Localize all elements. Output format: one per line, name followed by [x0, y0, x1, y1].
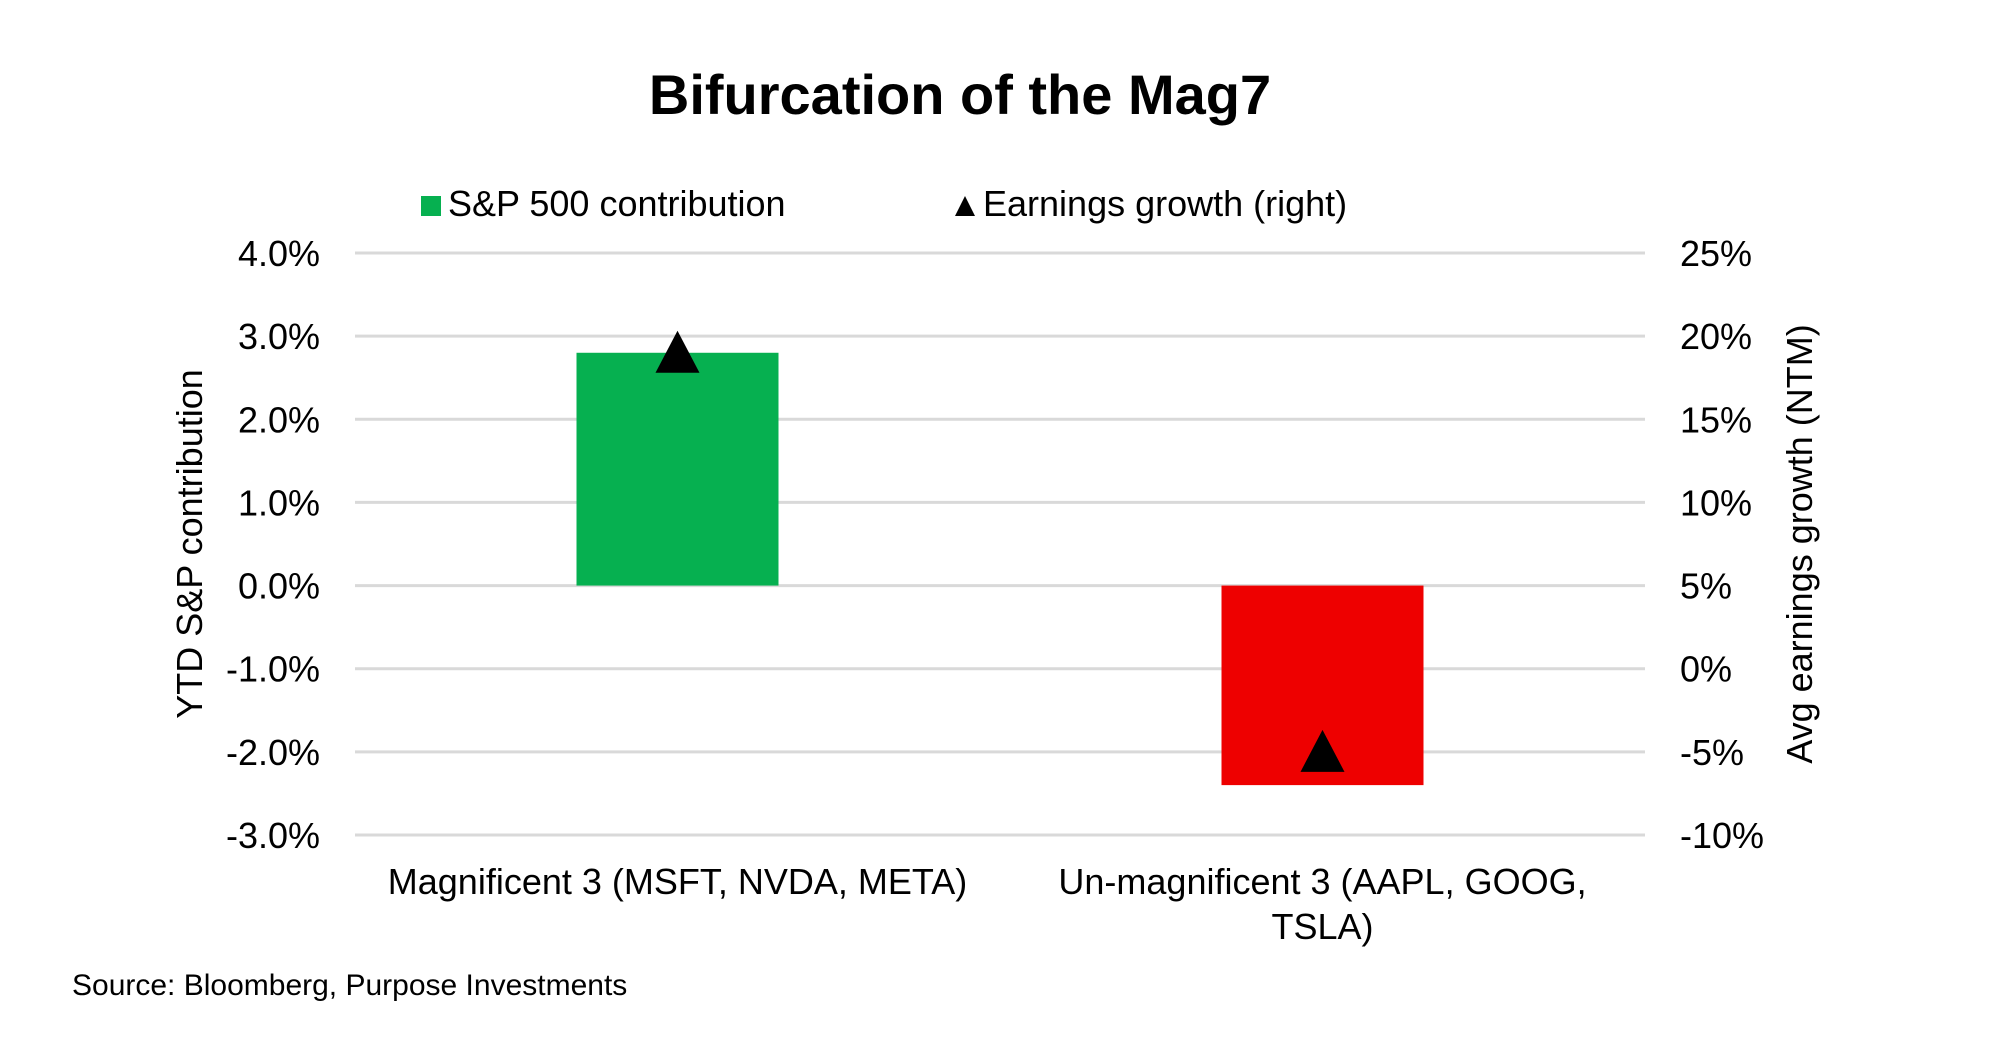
y-tick-label-left: -1.0% [226, 649, 320, 690]
y-axis-title-left: YTD S&P contribution [169, 369, 210, 719]
y-tick-label-left: 0.0% [238, 566, 320, 607]
legend-label-earnings: Earnings growth (right) [983, 183, 1347, 224]
legend: S&P 500 contribution Earnings growth (ri… [421, 183, 1347, 224]
y-tick-label-right: 20% [1680, 316, 1752, 357]
earnings-marker-1 [655, 330, 700, 373]
earnings-marker-2 [1300, 729, 1345, 772]
category-label: TSLA) [1271, 906, 1373, 947]
y-tick-label-left: 2.0% [238, 399, 320, 440]
y-tick-label-left: -2.0% [226, 732, 320, 773]
chart-title: Bifurcation of the Mag7 [649, 63, 1271, 126]
y-tick-label-left: 1.0% [238, 482, 320, 523]
legend-swatch-contribution [421, 196, 441, 216]
category-label: Magnificent 3 (MSFT, NVDA, META) [388, 861, 967, 902]
y-tick-label-right: -10% [1680, 815, 1764, 856]
source-note: Source: Bloomberg, Purpose Investments [72, 969, 627, 1002]
y-tick-label-right: -5% [1680, 732, 1744, 773]
y-tick-label-left: 4.0% [238, 233, 320, 274]
y-tick-label-right: 10% [1680, 482, 1752, 523]
y-tick-label-right: 25% [1680, 233, 1752, 274]
bar-1 [576, 352, 779, 586]
category-label: Un-magnificent 3 (AAPL, GOOG, [1058, 861, 1586, 902]
y-axis-title-right: Avg earnings growth (NTM) [1779, 324, 1820, 764]
legend-triangle-icon [955, 196, 975, 216]
y-tick-label-right: 5% [1680, 566, 1732, 607]
y-tick-label-right: 15% [1680, 399, 1752, 440]
y-tick-label-left: -3.0% [226, 815, 320, 856]
y-tick-label-left: 3.0% [238, 316, 320, 357]
legend-label-contribution: S&P 500 contribution [448, 183, 786, 224]
y-tick-label-right: 0% [1680, 649, 1732, 690]
